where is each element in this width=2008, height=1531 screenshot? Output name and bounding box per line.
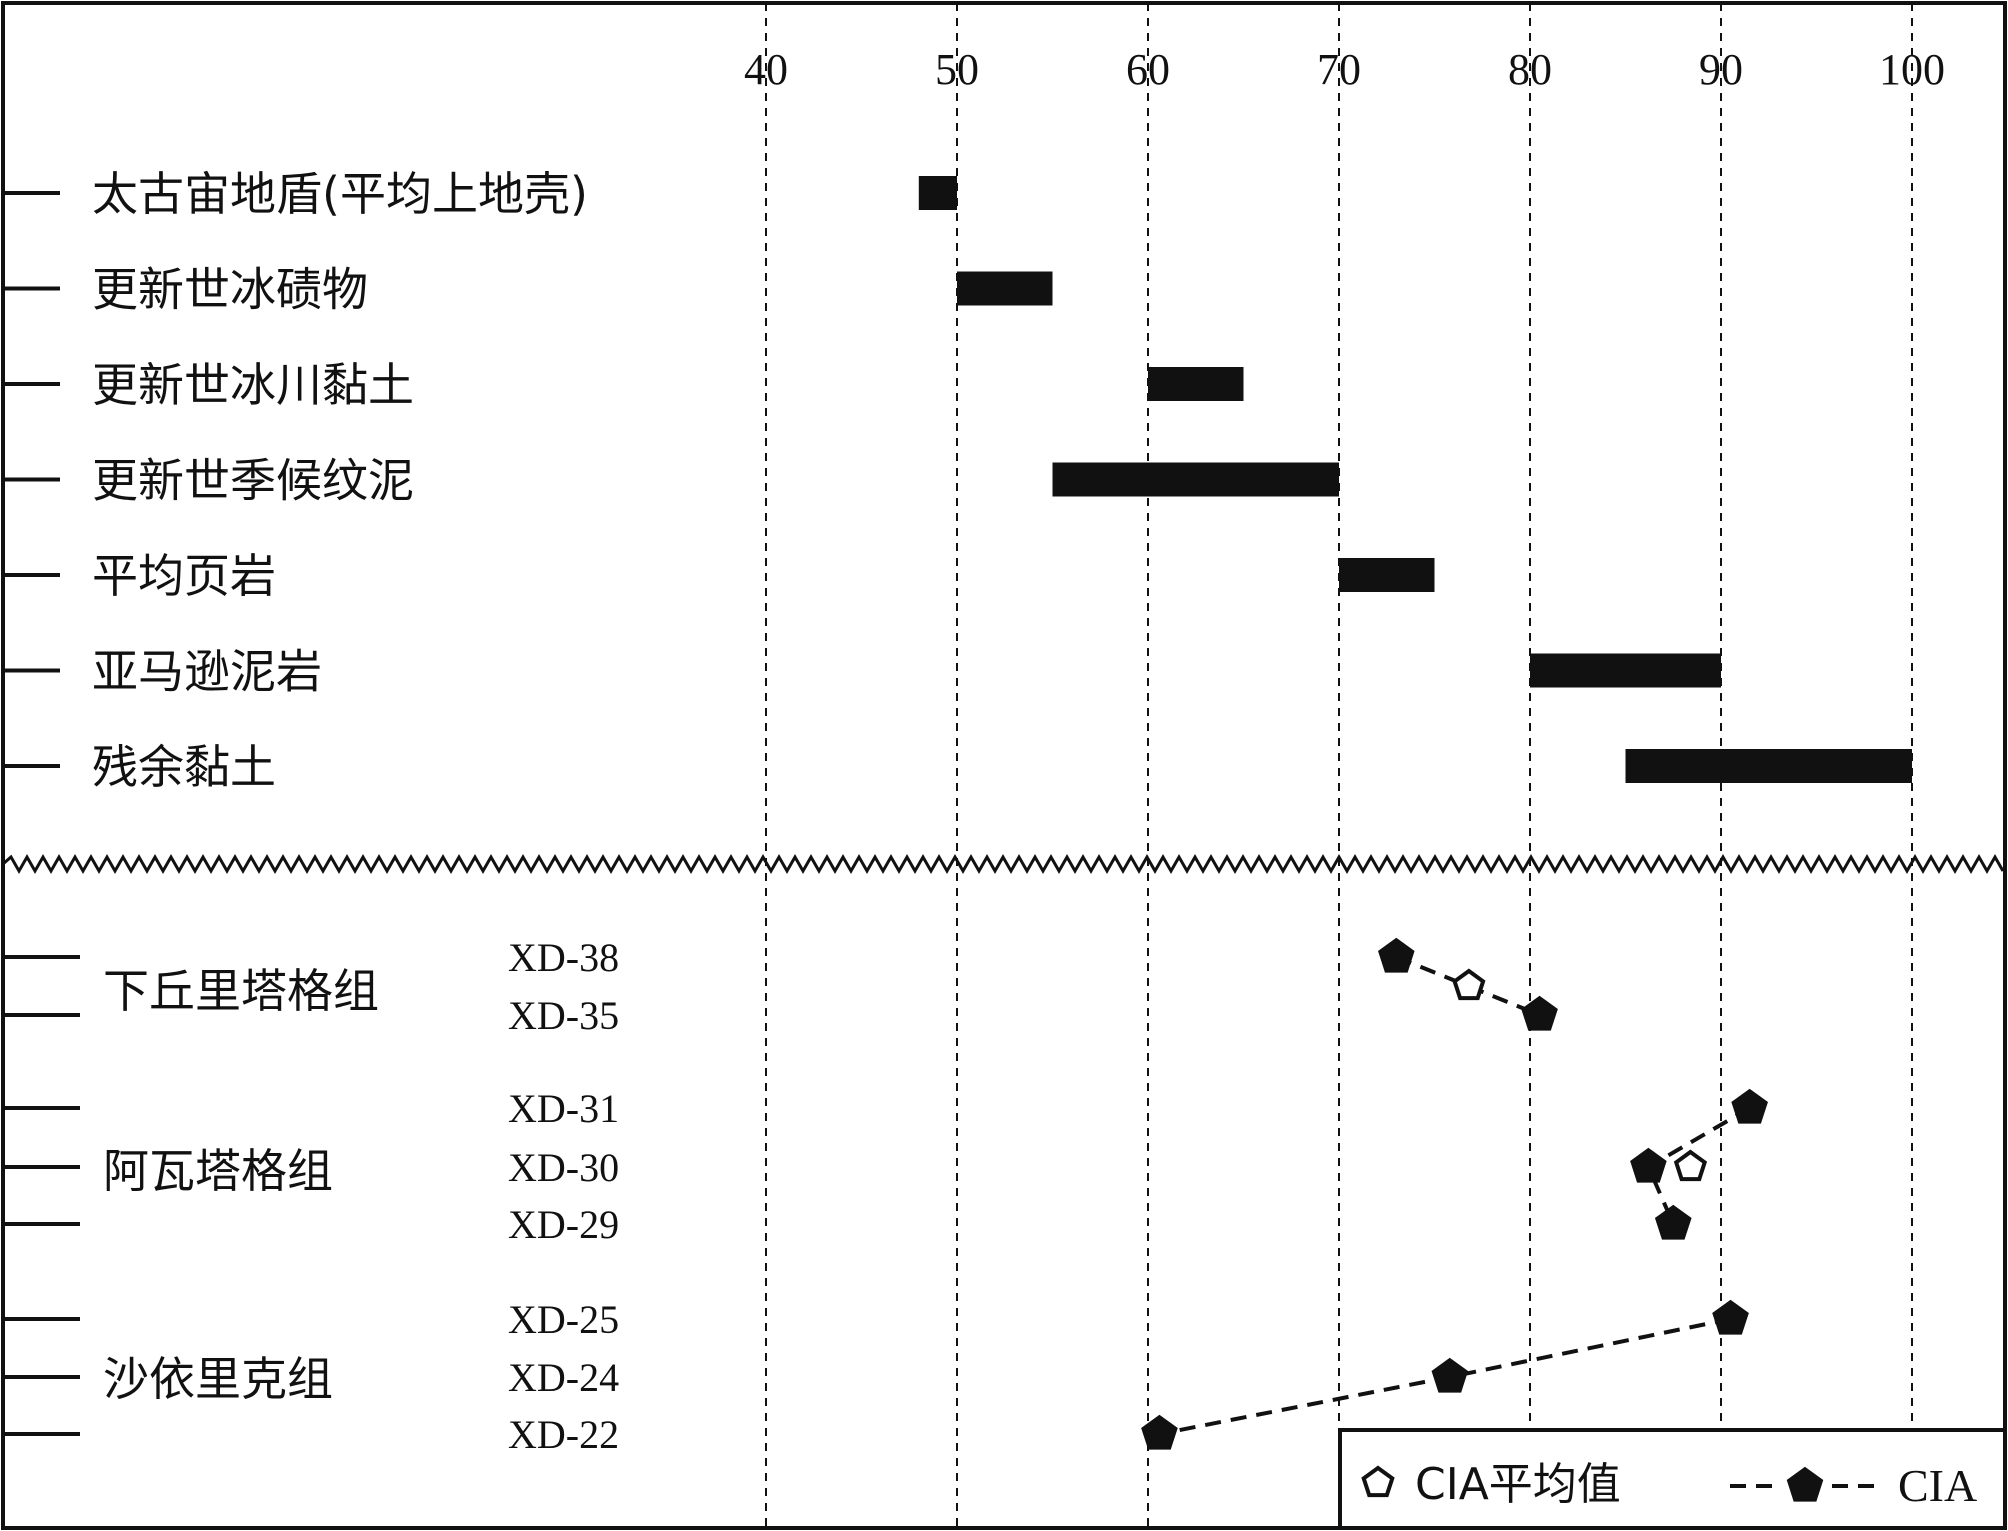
tick-label-40: 40 bbox=[744, 45, 788, 94]
cia-point-marker bbox=[1654, 1204, 1692, 1240]
range-bar bbox=[1148, 367, 1244, 401]
formation-samples: 下丘里塔格组 XD-38 XD-35 阿瓦塔格组 XD-31 XD-30 XD-29 沙依里克… bbox=[3, 935, 1768, 1457]
sample-id-label: XD-22 bbox=[508, 1412, 619, 1457]
legend-series-marker bbox=[1786, 1466, 1824, 1502]
legend: CIA平均值 CIA bbox=[1338, 1428, 2007, 1530]
legend-series-label: CIA bbox=[1898, 1460, 1977, 1511]
range-bar bbox=[957, 271, 1053, 306]
category-label: 平均页岩 bbox=[92, 549, 276, 603]
legend-average-marker bbox=[1361, 1465, 1395, 1498]
tick-label-80: 80 bbox=[1508, 45, 1552, 94]
category-label: 更新世冰川黏土 bbox=[92, 358, 414, 412]
sample-id-label: XD-35 bbox=[508, 993, 619, 1038]
sample-id-label: XD-29 bbox=[508, 1202, 619, 1247]
tick-label-60: 60 bbox=[1126, 45, 1170, 94]
cia-point-marker bbox=[1521, 995, 1558, 1031]
cia-point-marker bbox=[1141, 1414, 1178, 1450]
cia-point-marker bbox=[1378, 937, 1415, 973]
legend-box bbox=[1338, 1428, 2007, 1530]
range-bar bbox=[1530, 653, 1721, 688]
sample-id-label: XD-25 bbox=[508, 1297, 619, 1342]
tick-label-50: 50 bbox=[935, 45, 979, 94]
sample-id-label: XD-30 bbox=[508, 1145, 619, 1190]
formation-label: 沙依里克组 bbox=[103, 1352, 333, 1406]
reference-ranges: 太古宙地盾(平均上地壳) 更新世冰碛物更新世冰川黏土更新世季候纹泥平均页岩亚马逊泥… bbox=[3, 167, 1912, 794]
tick-label-70: 70 bbox=[1317, 45, 1361, 94]
category-label: 更新世季候纹泥 bbox=[92, 454, 414, 508]
category-label: 亚马逊泥岩 bbox=[92, 645, 322, 699]
sample-id-label: XD-31 bbox=[508, 1086, 619, 1131]
tick-label-100: 100 bbox=[1879, 45, 1945, 94]
sample-id-label: XD-38 bbox=[508, 935, 619, 980]
tick-label-90: 90 bbox=[1699, 45, 1743, 94]
cia-point-marker bbox=[1431, 1357, 1469, 1393]
sample-id-label: XD-24 bbox=[508, 1355, 619, 1400]
cia-point-marker bbox=[1630, 1147, 1667, 1183]
category-label: 太古宙地盾(平均上地壳) bbox=[92, 167, 588, 221]
range-bar bbox=[918, 176, 957, 210]
formation-label: 下丘里塔格组 bbox=[103, 964, 379, 1018]
formation-label: 阿瓦塔格组 bbox=[103, 1144, 333, 1198]
category-label: 残余黏土 bbox=[92, 740, 276, 794]
x-axis-ticks: 40 50 60 70 80 90 100 bbox=[744, 45, 1945, 94]
cia-point-marker bbox=[1731, 1088, 1768, 1124]
range-bar bbox=[1339, 558, 1435, 592]
range-bar bbox=[1625, 749, 1912, 783]
cia-average-marker bbox=[1452, 968, 1486, 1001]
cia-point-marker bbox=[1712, 1299, 1749, 1335]
category-label: 更新世冰碛物 bbox=[92, 263, 368, 317]
axis-break-zigzag bbox=[2, 853, 2005, 875]
cia-average-marker bbox=[1673, 1149, 1708, 1182]
range-bar bbox=[1052, 462, 1339, 497]
legend-average-label: CIA平均值 bbox=[1415, 1459, 1621, 1510]
